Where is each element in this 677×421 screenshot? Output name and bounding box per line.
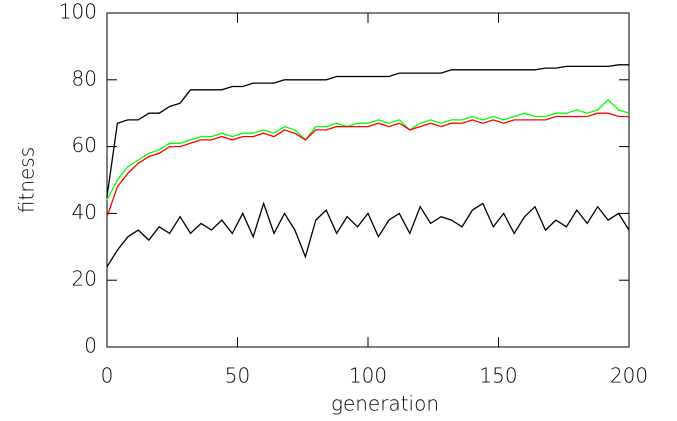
series-line bbox=[106, 112, 629, 217]
x-tick-label: 50 bbox=[225, 364, 250, 388]
x-tick-label: 200 bbox=[610, 364, 648, 388]
series-line bbox=[106, 201, 630, 268]
y-tick-label: 20 bbox=[72, 267, 97, 291]
y-tick-label: 0 bbox=[84, 334, 97, 358]
x-tick-label: 0 bbox=[101, 364, 114, 388]
y-tick-label: 100 bbox=[59, 0, 97, 24]
y-tick-label: 40 bbox=[72, 200, 97, 224]
y-axis-label: fitness bbox=[15, 147, 39, 213]
x-tick-label: 100 bbox=[349, 364, 387, 388]
series-line bbox=[106, 64, 629, 197]
y-tick-label: 60 bbox=[72, 133, 97, 157]
x-tick-label: 150 bbox=[479, 364, 517, 388]
y-tick-label: 80 bbox=[72, 66, 97, 90]
x-axis-label: generation bbox=[331, 392, 439, 416]
series-line bbox=[106, 98, 630, 201]
plot-frame bbox=[106, 12, 630, 348]
